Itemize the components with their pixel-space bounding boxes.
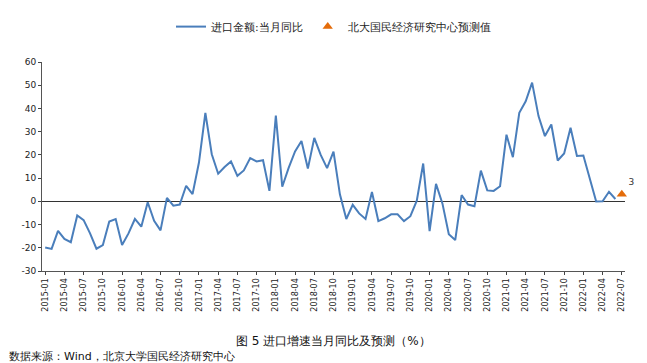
svg-text:2016-10: 2016-10	[175, 278, 184, 311]
svg-text:2020-10: 2020-10	[483, 278, 492, 311]
svg-text:-20: -20	[21, 243, 36, 253]
svg-text:50: 50	[25, 80, 37, 90]
svg-text:30: 30	[25, 127, 37, 137]
svg-text:2021-01: 2021-01	[502, 278, 511, 311]
svg-text:-10: -10	[21, 220, 36, 230]
svg-text:2017-07: 2017-07	[233, 278, 242, 311]
svg-text:北大国民经济研究中心预测值: 北大国民经济研究中心预测值	[348, 21, 491, 34]
svg-text:-30: -30	[21, 266, 36, 276]
svg-text:数据来源：Wind，北京大学国民经济研究中心: 数据来源：Wind，北京大学国民经济研究中心	[9, 350, 235, 363]
svg-text:3: 3	[628, 177, 634, 187]
svg-text:2021-10: 2021-10	[560, 278, 569, 311]
svg-text:2018-10: 2018-10	[329, 278, 338, 311]
svg-text:2022-01: 2022-01	[579, 278, 588, 311]
svg-text:2019-07: 2019-07	[387, 278, 396, 311]
svg-text:图 5 进口增速当月同比及预测（%）: 图 5 进口增速当月同比及预测（%）	[236, 334, 431, 348]
svg-text:2018-01: 2018-01	[271, 278, 280, 311]
svg-text:10: 10	[25, 173, 37, 183]
svg-text:2022-04: 2022-04	[598, 278, 607, 311]
svg-text:2016-07: 2016-07	[156, 278, 165, 311]
svg-text:60: 60	[25, 57, 37, 67]
svg-text:2016-04: 2016-04	[137, 278, 146, 311]
svg-text:2022-07: 2022-07	[617, 278, 626, 311]
svg-text:2020-07: 2020-07	[464, 278, 473, 311]
svg-text:2020-01: 2020-01	[425, 278, 434, 311]
svg-text:2018-07: 2018-07	[310, 278, 319, 311]
svg-text:2017-04: 2017-04	[214, 278, 223, 311]
svg-text:20: 20	[25, 150, 37, 160]
svg-text:2015-01: 2015-01	[41, 278, 50, 311]
svg-text:0: 0	[30, 196, 36, 206]
svg-text:2015-04: 2015-04	[60, 278, 69, 311]
svg-text:2019-04: 2019-04	[368, 278, 377, 311]
svg-text:2021-04: 2021-04	[521, 278, 530, 311]
svg-text:2017-10: 2017-10	[252, 278, 261, 311]
svg-text:2018-04: 2018-04	[291, 278, 300, 311]
svg-text:2015-10: 2015-10	[98, 278, 107, 311]
svg-text:2021-07: 2021-07	[541, 278, 550, 311]
svg-text:2019-10: 2019-10	[406, 278, 415, 311]
svg-text:2020-04: 2020-04	[444, 278, 453, 311]
svg-text:2015-07: 2015-07	[79, 278, 88, 311]
svg-text:2019-01: 2019-01	[348, 278, 357, 311]
svg-text:40: 40	[25, 104, 37, 114]
svg-text:2017-01: 2017-01	[195, 278, 204, 311]
svg-text:进口金额:当月同比: 进口金额:当月同比	[211, 21, 303, 34]
svg-text:2016-01: 2016-01	[118, 278, 127, 311]
